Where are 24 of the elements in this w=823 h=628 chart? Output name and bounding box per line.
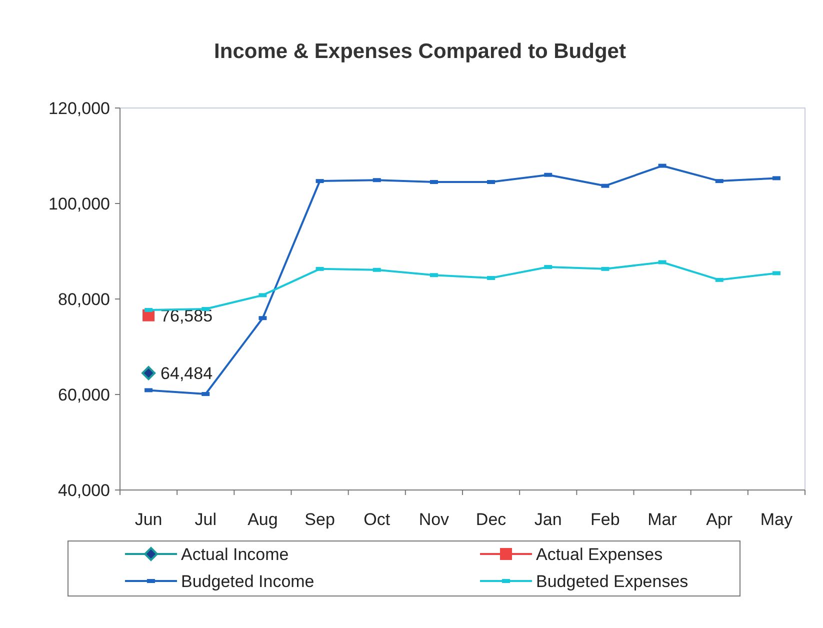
x-tick-label: Dec: [476, 510, 507, 529]
y-tick-label: 120,000: [48, 99, 110, 118]
legend-label: Actual Income: [181, 545, 289, 564]
x-tick-label: Jun: [134, 510, 162, 529]
legend-label: Actual Expenses: [536, 545, 663, 564]
point: [142, 366, 156, 380]
x-tick-label: Feb: [590, 510, 620, 529]
y-tick-label: 80,000: [58, 290, 110, 309]
x-tick-label: Mar: [648, 510, 678, 529]
y-tick-label: 60,000: [58, 386, 110, 404]
data-label: 64,484: [160, 364, 213, 384]
x-tick-label: Oct: [364, 510, 390, 529]
x-tick-label: Jan: [534, 510, 562, 529]
chart-title: Income & Expenses Compared to Budget: [214, 40, 626, 63]
x-tick-label: Nov: [418, 510, 450, 529]
y-tick-label: 100,000: [48, 194, 110, 214]
y-tick-label: 40,000: [58, 481, 110, 500]
x-tick-label: Sep: [304, 510, 335, 529]
x-tick-label: Jul: [194, 510, 216, 529]
x-tick-label: Aug: [248, 510, 278, 529]
legend-label: Budgeted Expenses: [536, 572, 688, 591]
legend-label: Budgeted Income: [181, 572, 314, 591]
x-tick-label: May: [760, 510, 794, 529]
x-tick-label: Apr: [706, 510, 733, 529]
